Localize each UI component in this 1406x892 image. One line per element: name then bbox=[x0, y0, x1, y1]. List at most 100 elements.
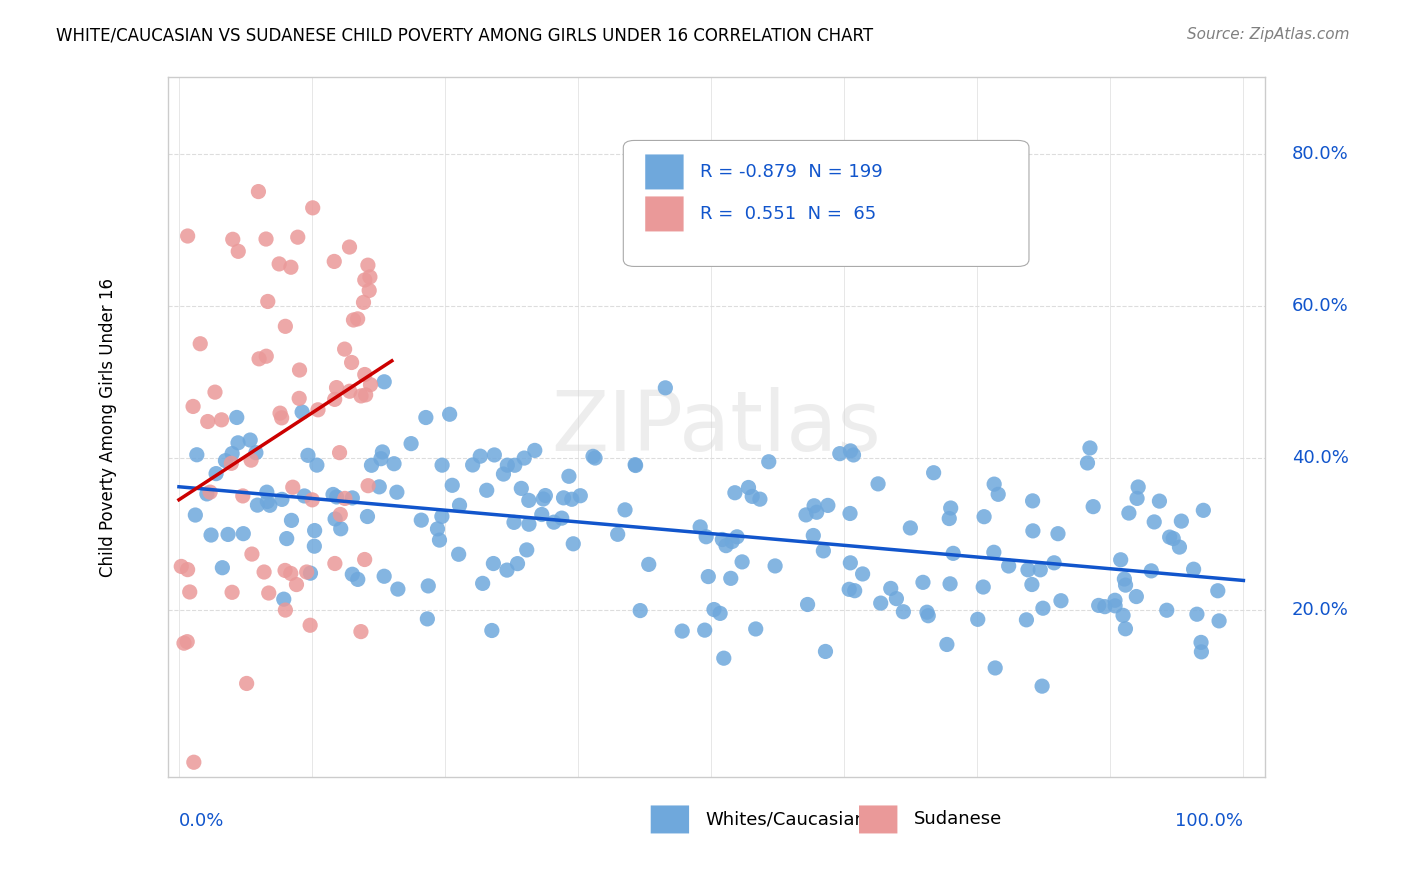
Point bbox=[543, 515, 565, 529]
Point bbox=[447, 547, 470, 561]
Point bbox=[1104, 599, 1126, 613]
Point bbox=[1168, 540, 1191, 554]
Point bbox=[346, 573, 368, 587]
Point bbox=[939, 501, 962, 516]
Point bbox=[817, 499, 839, 513]
Point bbox=[852, 566, 875, 581]
Point bbox=[1185, 607, 1208, 622]
Point bbox=[1104, 593, 1126, 607]
Point bbox=[1192, 503, 1215, 517]
Text: Whites/Caucasians: Whites/Caucasians bbox=[706, 811, 876, 829]
Point bbox=[744, 622, 766, 636]
Point bbox=[697, 569, 720, 583]
Point bbox=[942, 546, 965, 560]
Point bbox=[689, 520, 711, 534]
Point bbox=[517, 493, 540, 508]
Point bbox=[561, 492, 583, 507]
Point bbox=[839, 556, 862, 570]
Point bbox=[475, 483, 498, 498]
Point bbox=[301, 492, 323, 507]
Point bbox=[1161, 532, 1184, 546]
Point bbox=[181, 400, 204, 414]
Point bbox=[582, 450, 605, 464]
Point bbox=[204, 385, 226, 400]
Point bbox=[1115, 578, 1137, 592]
Point bbox=[481, 624, 503, 638]
Point bbox=[503, 516, 526, 530]
Point bbox=[371, 445, 394, 459]
Point bbox=[939, 577, 962, 591]
Point bbox=[200, 528, 222, 542]
Point bbox=[709, 607, 731, 621]
Point bbox=[731, 555, 754, 569]
Point bbox=[280, 260, 302, 275]
Point bbox=[211, 413, 233, 427]
Point bbox=[382, 457, 405, 471]
Point bbox=[983, 477, 1005, 491]
Point bbox=[606, 527, 628, 541]
Point bbox=[235, 676, 257, 690]
Point bbox=[1031, 679, 1053, 693]
Point bbox=[323, 392, 346, 407]
Point bbox=[257, 586, 280, 600]
Point bbox=[411, 513, 433, 527]
Text: R =  0.551  N =  65: R = 0.551 N = 65 bbox=[700, 205, 876, 223]
Point bbox=[274, 563, 297, 577]
Point bbox=[534, 489, 557, 503]
FancyBboxPatch shape bbox=[859, 805, 897, 833]
Point bbox=[217, 527, 239, 541]
Point bbox=[1017, 563, 1039, 577]
Point bbox=[281, 480, 304, 494]
Point bbox=[1156, 603, 1178, 617]
Point bbox=[569, 489, 592, 503]
Point bbox=[439, 407, 461, 421]
Point bbox=[195, 487, 218, 501]
Point bbox=[188, 336, 211, 351]
Point bbox=[329, 508, 352, 522]
Point bbox=[323, 557, 346, 571]
Point bbox=[1022, 524, 1045, 538]
Point bbox=[353, 273, 375, 287]
FancyBboxPatch shape bbox=[645, 196, 683, 231]
Point bbox=[1078, 441, 1101, 455]
Point bbox=[828, 447, 851, 461]
Text: 100.0%: 100.0% bbox=[1175, 813, 1243, 830]
Point bbox=[972, 580, 994, 594]
Point bbox=[938, 511, 960, 525]
Point bbox=[695, 530, 717, 544]
Point bbox=[333, 342, 356, 356]
Point bbox=[221, 456, 243, 470]
Point bbox=[197, 415, 219, 429]
Point bbox=[624, 458, 647, 473]
Point bbox=[232, 489, 254, 503]
Point bbox=[886, 591, 908, 606]
Point bbox=[416, 612, 439, 626]
Point bbox=[898, 521, 921, 535]
Point bbox=[1029, 563, 1052, 577]
Point bbox=[339, 384, 361, 399]
Point bbox=[1118, 506, 1140, 520]
Point bbox=[516, 542, 538, 557]
Point bbox=[637, 558, 659, 572]
Text: Child Poverty Among Girls Under 16: Child Poverty Among Girls Under 16 bbox=[98, 278, 117, 577]
Point bbox=[449, 498, 471, 512]
Point bbox=[523, 443, 546, 458]
Point bbox=[510, 482, 533, 496]
Point bbox=[693, 623, 716, 637]
Point bbox=[170, 559, 193, 574]
Point bbox=[329, 445, 352, 459]
Point bbox=[711, 533, 734, 547]
Point bbox=[246, 498, 269, 512]
Point bbox=[198, 485, 221, 500]
Point bbox=[253, 565, 276, 579]
Point bbox=[360, 458, 382, 473]
Point bbox=[429, 533, 451, 547]
Point bbox=[758, 455, 780, 469]
Point bbox=[1208, 614, 1230, 628]
Point bbox=[624, 458, 647, 472]
Point bbox=[285, 577, 308, 591]
Point bbox=[1112, 608, 1135, 623]
Point bbox=[814, 644, 837, 658]
Text: 0.0%: 0.0% bbox=[179, 813, 225, 830]
Point bbox=[274, 319, 297, 334]
